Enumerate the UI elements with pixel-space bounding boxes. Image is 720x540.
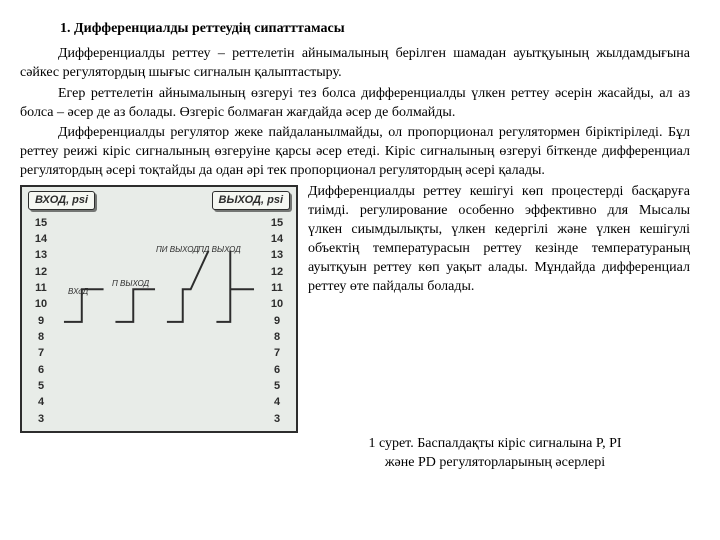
scale-tick: 10 [264,297,290,313]
scale-tick: 9 [264,313,290,329]
scale-tick: 14 [28,231,54,247]
scale-tick: 7 [28,346,54,362]
output-axis-label: ВЫХОД, psi [212,191,291,210]
figure-caption-line1: 1 сурет. Баспалдақты кіріс сигналына P, … [368,436,621,451]
scale-tick: 3 [28,411,54,427]
scale-tick: 3 [264,411,290,427]
scale-tick: 11 [28,280,54,296]
scale-tick: 7 [264,346,290,362]
scale-tick: 14 [264,231,290,247]
scale-tick: 13 [264,248,290,264]
section-heading: 1. Дифференциалды реттеудің сипатттамасы [60,20,690,39]
figure-svg [60,215,258,429]
scale-tick: 4 [28,395,54,411]
scale-tick: 12 [28,264,54,280]
scale-tick: 15 [264,215,290,231]
left-scale: 1514131211109876543 [28,215,54,427]
figure-caption: 1 сурет. Баспалдақты кіріс сигналына P, … [300,435,690,473]
scale-tick: 9 [28,313,54,329]
scale-tick: 6 [264,362,290,378]
input-axis-label: ВХОД, psi [28,191,95,210]
scale-tick: 13 [28,248,54,264]
scale-tick: 5 [264,378,290,394]
scale-tick: 15 [28,215,54,231]
scale-tick: 10 [28,297,54,313]
figure-panel: ВХОД, psi ВЫХОД, psi 1514131211109876543… [20,185,298,433]
scale-tick: 11 [264,280,290,296]
scale-tick: 5 [28,378,54,394]
scale-tick: 8 [28,329,54,345]
scale-tick: 8 [264,329,290,345]
paragraph-3: Дифференциалды регулятор жеке пайдаланыл… [20,124,690,181]
paragraph-1: Дифференциалды реттеу – реттелетін айным… [20,45,690,83]
paragraph-2: Егер реттелетін айнымалының өзгеруі тез … [20,85,690,123]
figure-caption-line2: және PD регуляторларының әсерлері [385,455,605,470]
scale-tick: 4 [264,395,290,411]
scale-tick: 6 [28,362,54,378]
right-scale: 1514131211109876543 [264,215,290,427]
scale-tick: 12 [264,264,290,280]
